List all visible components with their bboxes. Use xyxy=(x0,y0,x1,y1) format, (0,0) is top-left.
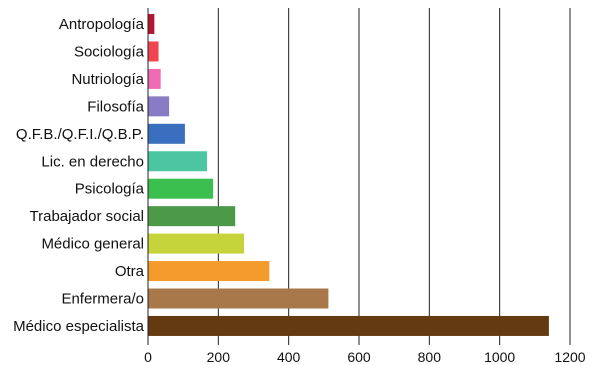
category-label: Filosofía xyxy=(87,98,144,115)
x-tick-label: 1200 xyxy=(554,349,585,365)
bar xyxy=(148,206,236,227)
bar xyxy=(148,261,270,282)
x-tick-labels: 0 200 400 600 800 1000 1200 xyxy=(144,349,586,365)
x-tick-label: 600 xyxy=(347,349,371,365)
x-tick-label: 800 xyxy=(418,349,442,365)
bar xyxy=(148,41,159,62)
bar xyxy=(148,68,161,89)
category-label: Antropología xyxy=(59,16,145,33)
category-label: Psicología xyxy=(75,181,145,198)
bars xyxy=(148,14,549,336)
category-label: Q.F.B./Q.F.I./Q.B.P. xyxy=(16,126,144,143)
x-tick-label: 200 xyxy=(207,349,231,365)
category-label: Médico especialista xyxy=(13,318,145,335)
bar xyxy=(148,288,329,309)
category-label: Trabajador social xyxy=(30,208,145,225)
category-label: Sociología xyxy=(74,43,145,60)
category-labels: Antropología Sociología Nutriología Filosof… xyxy=(13,16,145,335)
x-tick-label: 1000 xyxy=(484,349,515,365)
x-tick-label: 0 xyxy=(144,349,152,365)
bar xyxy=(148,96,170,117)
category-label: Nutriología xyxy=(71,71,144,88)
bar xyxy=(148,315,549,336)
bar xyxy=(148,14,155,34)
bar xyxy=(148,233,245,254)
x-tick-label: 400 xyxy=(277,349,301,365)
category-label: Médico general xyxy=(41,236,144,253)
category-label: Enfermera/o xyxy=(61,291,144,308)
bar xyxy=(148,151,208,172)
bar xyxy=(148,123,185,144)
category-label: Otra xyxy=(115,263,145,280)
bar xyxy=(148,178,214,199)
category-label: Lic. en derecho xyxy=(41,153,144,170)
